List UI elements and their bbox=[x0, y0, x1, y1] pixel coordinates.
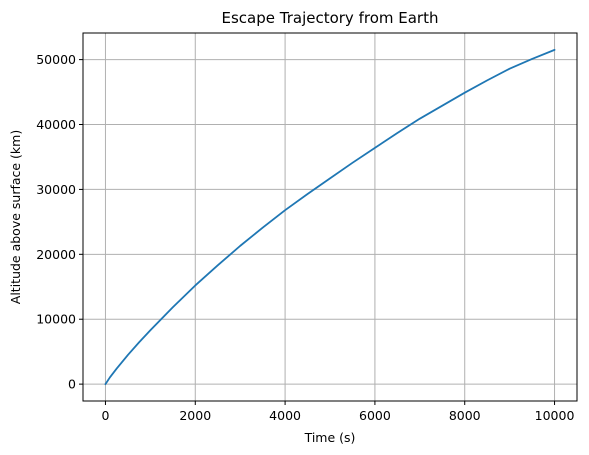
y-tick-label: 20000 bbox=[36, 247, 76, 262]
x-axis-label: Time (s) bbox=[304, 430, 356, 445]
grid bbox=[83, 33, 577, 401]
y-axis-label: Altitude above surface (km) bbox=[8, 130, 23, 304]
plot-frame bbox=[82, 32, 578, 402]
y-tick-label: 30000 bbox=[36, 182, 76, 197]
x-tick-label: 4000 bbox=[269, 408, 301, 423]
series-layer bbox=[104, 48, 556, 386]
chart-title: Escape Trajectory from Earth bbox=[222, 9, 439, 27]
y-tick-label: 10000 bbox=[36, 312, 76, 327]
x-tick-label: 6000 bbox=[359, 408, 391, 423]
series-line bbox=[104, 48, 556, 386]
x-tick-label: 10000 bbox=[535, 408, 575, 423]
x-tick-label: 0 bbox=[101, 408, 109, 423]
x-tick-label: 8000 bbox=[449, 408, 481, 423]
y-tick-label: 0 bbox=[68, 377, 76, 392]
y-tick-label: 40000 bbox=[36, 117, 76, 132]
x-tick-label: 2000 bbox=[179, 408, 211, 423]
y-tick-label: 50000 bbox=[36, 52, 76, 67]
ticks: 0 2000 4000 6000 8000 10000 0 10000 20000 30000 40… bbox=[36, 52, 574, 423]
